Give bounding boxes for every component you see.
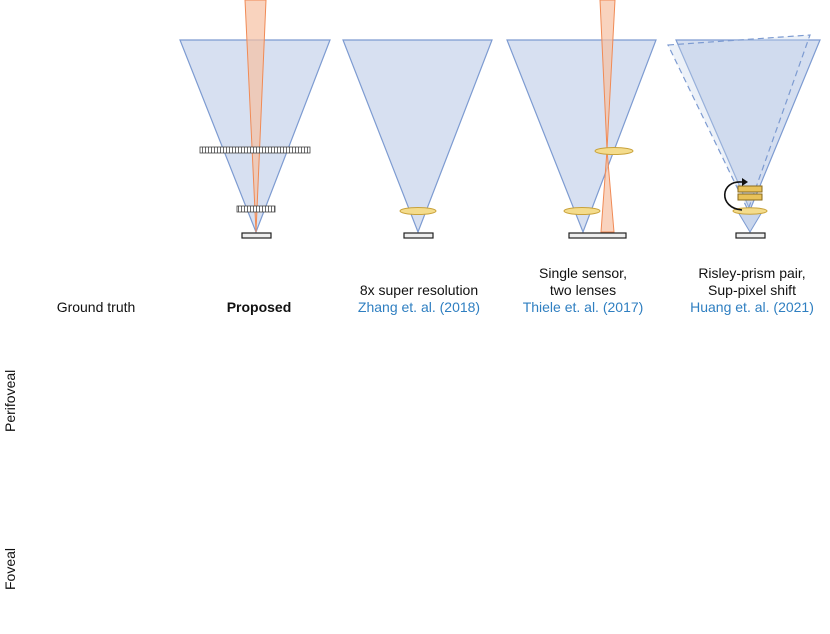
row-label-foveal: Foveal [2, 547, 18, 590]
col-citation: Zhang et. al. (2018) [357, 299, 481, 315]
optics-diagrams: 33.6 dB - [179, 0, 821, 239]
col-title: Ground truth [56, 299, 136, 315]
rotation-arrow-icon [724, 181, 743, 211]
prism-1 [737, 185, 763, 193]
prism-2 [737, 193, 763, 201]
col-citation: Thiele et. al. (2017) [522, 299, 644, 315]
wide-lens [563, 207, 601, 215]
col-title: Risley-prism pair, Sup-pixel shift [698, 265, 806, 298]
sensor [735, 232, 766, 239]
tele-lens [594, 147, 634, 155]
col-citation: Huang et. al. (2021) [690, 299, 814, 315]
col-header-two-lenses: Single sensor, two lenses Thiele et. al.… [505, 265, 661, 316]
col-header-risley: Risley-prism pair, Sup-pixel shift Huang… [674, 265, 830, 316]
col-title: Proposed [226, 299, 292, 315]
diagram-proposed [179, 0, 331, 239]
col-header-ground-truth: Ground truth [18, 299, 174, 316]
col-header-proposed: Proposed [181, 299, 337, 316]
col-title: 8x super resolution [359, 282, 479, 298]
mask-plane [199, 146, 311, 154]
sensor [568, 232, 627, 239]
diagram-two-lenses [506, 0, 657, 239]
diagram-super-resolution [342, 39, 493, 239]
diagram-risley-prism [667, 34, 821, 239]
relay-plane [236, 205, 276, 213]
row-label-perifoveal: Perifoveal [2, 369, 18, 432]
sensor [241, 232, 272, 239]
col-header-super-resolution: 8x super resolution Zhang et. al. (2018) [341, 282, 497, 316]
lens [399, 207, 437, 215]
col-title: Single sensor, two lenses [539, 265, 627, 298]
sensor [403, 232, 434, 239]
